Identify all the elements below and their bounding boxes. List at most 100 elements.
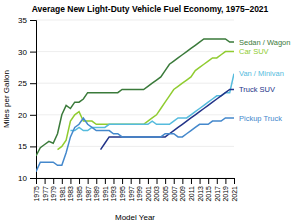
grid-line [36, 83, 234, 84]
grid-line [36, 114, 234, 115]
x-tick-mark [165, 178, 166, 184]
series-line [101, 90, 234, 150]
x-tick-label: 2011 [188, 186, 195, 201]
y-tick: 15 [18, 142, 36, 151]
x-tick-label: 2001 [145, 186, 152, 202]
x-tick: 2003 [153, 178, 160, 202]
y-tick-label: 20 [18, 111, 27, 120]
x-tick-label: 2013 [197, 186, 204, 202]
x-tick-label: 1987 [85, 186, 92, 202]
x-tick-label: 2019 [222, 186, 229, 202]
x-tick-mark [174, 178, 175, 184]
x-tick-label: 1983 [67, 186, 74, 202]
y-axis-line [30, 21, 37, 179]
x-tick-label: 1989 [93, 186, 100, 202]
y-axis-title: Miles per Gallon [2, 70, 11, 128]
x-tick-mark [131, 178, 132, 184]
series-label: Sedan / Wagon [239, 38, 290, 47]
end-labels: Sedan / WagonCar SUV Van / Minivan Truck S… [239, 38, 290, 123]
x-tick-mark [217, 178, 218, 184]
x-tick-mark [79, 178, 80, 184]
y-tick: 25 [18, 79, 36, 88]
x-tick-mark [148, 178, 149, 184]
y-tick-mark [30, 178, 36, 179]
y-axis: 10 15 20 25 30 35 [18, 16, 36, 183]
x-tick: 2021 [231, 178, 238, 202]
x-tick-mark [225, 178, 226, 184]
x-tick-mark [208, 178, 209, 184]
x-tick-label: 1995 [119, 186, 126, 202]
x-tick-label: 1981 [59, 186, 66, 202]
x-tick-mark [182, 178, 183, 184]
y-tick-mark [30, 20, 36, 21]
x-tick: 2017 [214, 178, 221, 202]
y-tick-mark [30, 146, 36, 147]
series-label: Car SUV [239, 47, 269, 56]
x-tick: 2013 [197, 178, 204, 202]
x-tick-mark [113, 178, 114, 184]
x-tick-label: 1975 [33, 186, 40, 202]
grid [36, 20, 234, 178]
x-tick-mark [53, 178, 54, 184]
y-tick: 30 [18, 48, 36, 57]
series-line [36, 118, 234, 172]
x-tick-mark [70, 178, 71, 184]
x-tick: 1985 [76, 178, 83, 202]
x-tick-label: 2003 [153, 186, 160, 202]
x-tick-label: 1991 [102, 186, 109, 202]
x-tick-label: 2017 [214, 186, 221, 202]
x-tick-mark [139, 178, 140, 184]
title: Average New Light-Duty Vehicle Fuel Econ… [32, 4, 269, 14]
x-tick: 1981 [59, 178, 66, 202]
y-tick-label: 10 [18, 174, 27, 183]
x-tick-label: 2015 [205, 186, 212, 202]
x-tick: 2009 [179, 178, 186, 202]
x-tick-label: 1997 [128, 186, 135, 202]
x-tick-mark [191, 178, 192, 184]
x-tick-label: 2021 [231, 186, 238, 202]
x-tick-mark [62, 178, 63, 184]
series-label: Pickup Truck [239, 114, 282, 123]
y-tick-label: 30 [18, 48, 27, 57]
series-line [70, 74, 234, 131]
x-tick: 2015 [205, 178, 212, 202]
y-tick-mark [30, 83, 36, 84]
y-tick-mark [30, 115, 36, 116]
x-axis-title: Model Year [115, 213, 155, 222]
grid-line [36, 146, 234, 147]
x-tick: 2005 [162, 178, 169, 202]
y-tick: 10 [18, 174, 36, 183]
x-tick-mark [157, 178, 158, 184]
x-tick: 2001 [145, 178, 152, 202]
x-tick-label: 1985 [76, 186, 83, 202]
x-tick-mark [45, 178, 46, 184]
x-tick-mark [96, 178, 97, 184]
x-tick-label: 1999 [136, 186, 143, 202]
x-tick: 1997 [128, 178, 135, 202]
x-tick-mark [200, 178, 201, 184]
x-tick-mark [88, 178, 89, 184]
y-tick-label: 15 [18, 142, 27, 151]
x-tick-label: 2009 [179, 186, 186, 202]
x-tick-label: 1979 [50, 186, 57, 202]
series-label: Truck SUV [239, 85, 275, 94]
x-tick: 1983 [67, 178, 74, 202]
y-tick: 35 [18, 16, 36, 25]
x-tick: 1977 [42, 178, 49, 202]
grid-line [36, 20, 234, 21]
series-line [58, 52, 234, 150]
x-tick: 1989 [93, 178, 100, 202]
series-label: Van / Minivan [239, 69, 284, 78]
x-tick: 2011 [188, 178, 195, 201]
grid-line [36, 51, 234, 52]
x-axis: 1975197719791981198319851987198919911993… [33, 178, 238, 202]
x-tick: 1993 [110, 178, 117, 202]
chart: 1975197719791981198319851987198919911993… [0, 0, 300, 224]
x-tick: 2007 [171, 178, 178, 202]
series-line [36, 39, 234, 156]
x-tick-label: 1993 [110, 186, 117, 202]
x-tick: 1999 [136, 178, 143, 202]
x-tick-mark [122, 178, 123, 184]
y-tick-label: 25 [18, 79, 27, 88]
x-tick: 1979 [50, 178, 57, 202]
